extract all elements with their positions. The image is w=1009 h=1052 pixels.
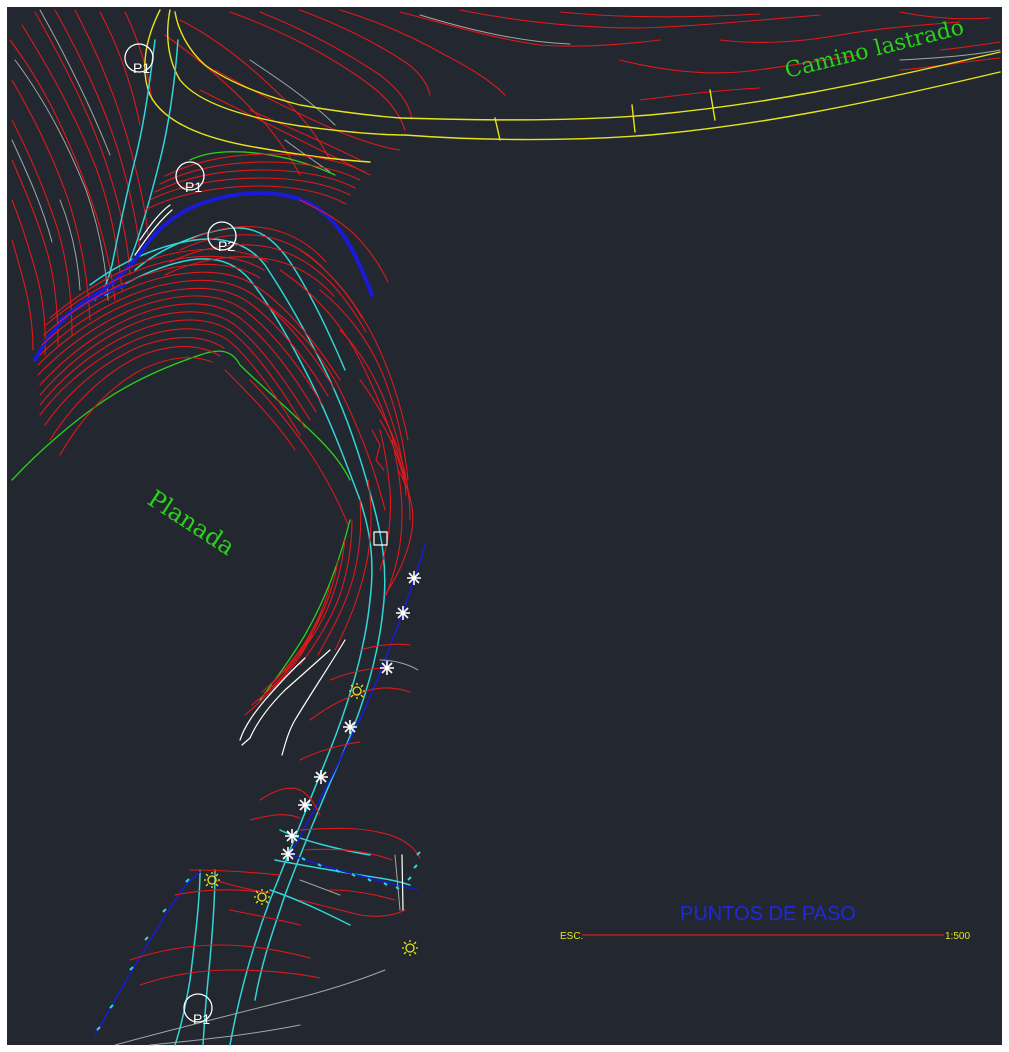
contour-lines-lower (129, 643, 421, 986)
sun-icon (402, 940, 418, 956)
asterisk-icon (281, 847, 295, 861)
contour-lines-top (164, 9, 1001, 176)
tree-symbols (281, 571, 421, 861)
contour-band-upper (144, 153, 389, 333)
lamp-symbols (204, 683, 418, 956)
slope-outline (134, 204, 404, 911)
asterisk-icon (380, 661, 394, 675)
contour-lines-grey-top (249, 14, 1001, 173)
drawing-area (7, 7, 1002, 1045)
sun-icon (349, 683, 365, 699)
channel-lower (94, 544, 426, 1036)
circle-marker-icon (183, 993, 213, 1023)
waypoint-labels: P1 P1 P2 P1 (133, 60, 235, 1027)
asterisk-icon (285, 829, 299, 843)
waypoint-label-p1-mid: P1 (185, 179, 202, 195)
contour-lines-grey-upper-left (11, 9, 111, 301)
asterisk-icon (343, 720, 357, 734)
waypoint-label-p1-top: P1 (133, 60, 150, 76)
structure-marker (373, 531, 388, 546)
sun-icon (204, 872, 220, 888)
sun-icon (254, 889, 270, 905)
drawing-title: PUNTOS DE PASO (680, 903, 856, 925)
asterisk-icon (298, 798, 312, 812)
contour-lines-upper-left (9, 9, 153, 356)
asterisk-icon (396, 606, 410, 620)
circle-marker-icon (207, 221, 237, 251)
road-edges (144, 9, 1001, 163)
scale-label-right: 1:500 (945, 931, 970, 942)
contour-band-middle (37, 248, 341, 456)
channel-ticks (96, 851, 421, 1031)
contour-lines-grey-lower (114, 659, 419, 1046)
asterisk-icon (314, 770, 328, 784)
scale-label-left: ESC. (560, 931, 583, 942)
footpath-edges (89, 39, 411, 1046)
circle-marker-icon (124, 43, 154, 73)
waypoint-label-p2: P2 (218, 238, 235, 254)
asterisk-icon (407, 571, 421, 585)
waypoint-label-p1-bottom: P1 (193, 1011, 210, 1027)
circle-marker-icon (175, 161, 205, 191)
waypoint-markers (124, 43, 237, 1023)
contour-lines-slope (224, 249, 414, 716)
